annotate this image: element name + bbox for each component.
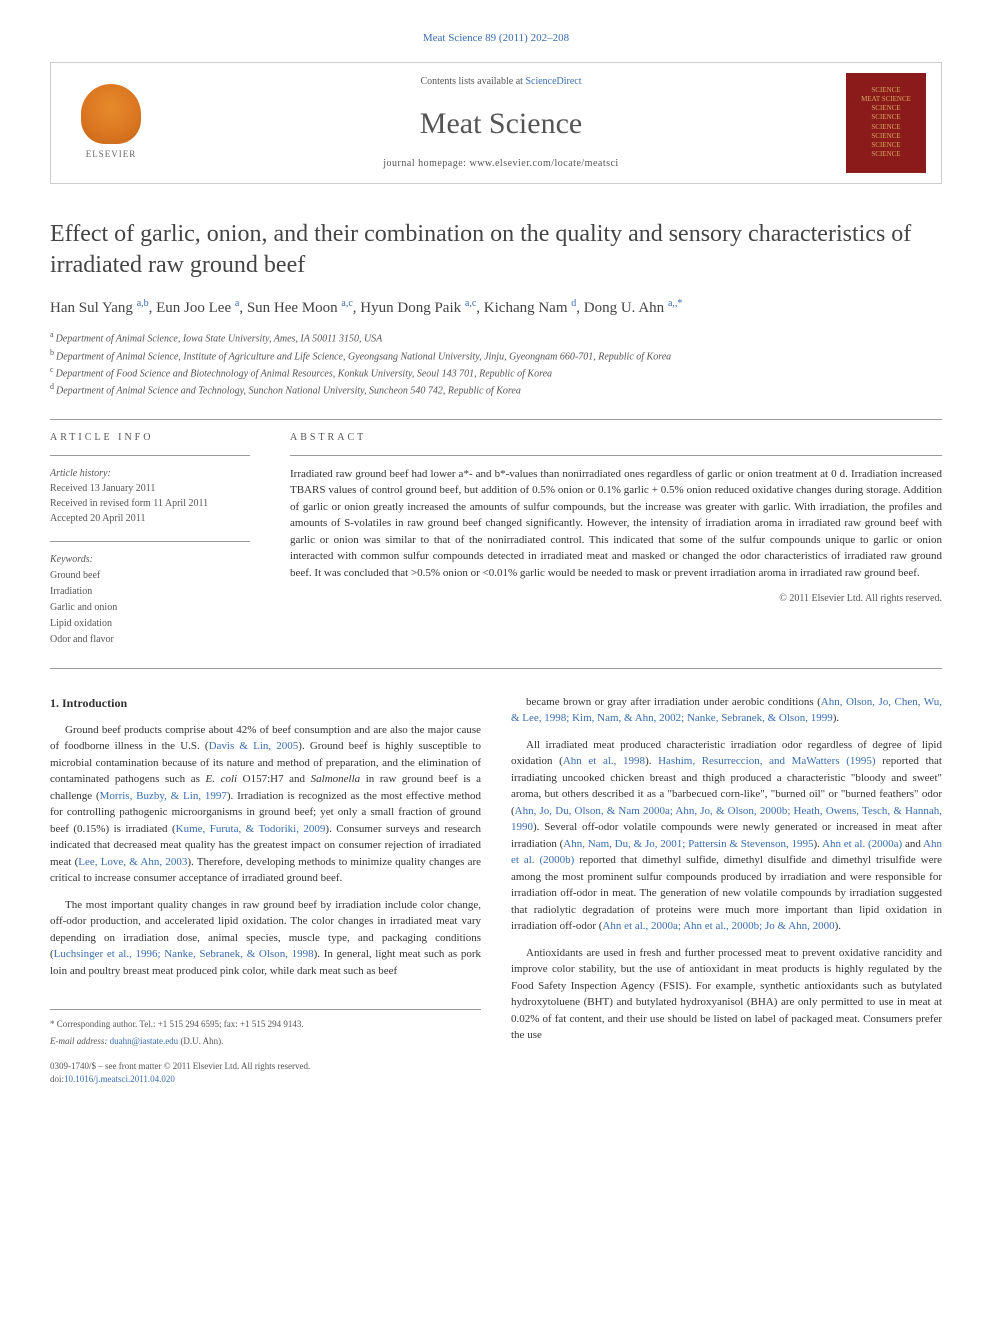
article-title: Effect of garlic, onion, and their combi…: [50, 219, 942, 281]
body-columns: 1. Introduction Ground beef products com…: [50, 694, 942, 1086]
received-date: Received 13 January 2011: [50, 481, 250, 496]
citation[interactable]: Lee, Love, & Ahn, 2003: [78, 856, 187, 868]
email-link[interactable]: duahn@iastate.edu: [110, 1036, 179, 1046]
corresponding-author: * Corresponding author. Tel.: +1 515 294…: [50, 1018, 481, 1032]
issn-line: 0309-1740/$ – see front matter © 2011 El…: [50, 1060, 481, 1073]
article-info: ARTICLE INFO Article history: Received 1…: [50, 430, 250, 648]
keywords-list: Ground beefIrradiationGarlic and onionLi…: [50, 568, 250, 648]
citation[interactable]: Davis & Lin, 2005: [209, 740, 299, 752]
abstract-block: ABSTRACT Irradiated raw ground beef had …: [290, 430, 942, 648]
article-info-label: ARTICLE INFO: [50, 430, 250, 445]
citation[interactable]: Morris, Buzby, & Lin, 1997: [100, 790, 227, 802]
keyword: Odor and flavor: [50, 632, 250, 648]
citation[interactable]: Kume, Furuta, & Todoriki, 2009: [176, 823, 326, 835]
citation[interactable]: Ahn et al. (2000a): [822, 838, 902, 850]
author: Eun Joo Lee a: [156, 300, 239, 316]
history-label: Article history:: [50, 466, 250, 481]
author: Dong U. Ahn a,,*: [584, 300, 683, 316]
contents-prefix: Contents lists available at: [420, 76, 525, 87]
keywords-label: Keywords:: [50, 552, 250, 568]
keyword: Ground beef: [50, 568, 250, 584]
doi-link[interactable]: 10.1016/j.meatsci.2011.04.020: [64, 1074, 175, 1084]
abstract-copyright: © 2011 Elsevier Ltd. All rights reserved…: [290, 591, 942, 606]
article-history: Article history: Received 13 January 201…: [50, 466, 250, 526]
homepage-prefix: journal homepage:: [383, 158, 469, 169]
citation[interactable]: Hashim, Resurreccion, and MaWatters (199…: [658, 755, 875, 767]
homepage-line: journal homepage: www.elsevier.com/locat…: [156, 156, 846, 171]
elsevier-text: ELSEVIER: [86, 148, 137, 162]
keyword: Lipid oxidation: [50, 616, 250, 632]
corresponding-email: E-mail address: duahn@iastate.edu (D.U. …: [50, 1035, 481, 1049]
corresponding-footer: * Corresponding author. Tel.: +1 515 294…: [50, 1009, 481, 1048]
elsevier-logo: ELSEVIER: [66, 73, 156, 173]
body-paragraph: The most important quality changes in ra…: [50, 897, 481, 980]
homepage-url[interactable]: www.elsevier.com/locate/meatsci: [469, 158, 618, 169]
body-paragraph: Antioxidants are used in fresh and furth…: [511, 945, 942, 1044]
body-paragraph: Ground beef products comprise about 42% …: [50, 722, 481, 887]
info-row: ARTICLE INFO Article history: Received 1…: [50, 430, 942, 648]
citation[interactable]: Ahn et al., 2000a; Ahn et al., 2000b; Jo…: [602, 920, 834, 932]
column-right: became brown or gray after irradiation u…: [511, 694, 942, 1086]
divider: [50, 668, 942, 669]
author: Han Sul Yang a,b: [50, 300, 149, 316]
column-left: 1. Introduction Ground beef products com…: [50, 694, 481, 1086]
revised-date: Received in revised form 11 April 2011: [50, 496, 250, 511]
author: Hyun Dong Paik a,c: [360, 300, 476, 316]
citation[interactable]: Ahn et al., 1998: [563, 755, 645, 767]
body-paragraph: All irradiated meat produced characteris…: [511, 737, 942, 935]
affiliation: a Department of Animal Science, Iowa Sta…: [50, 329, 942, 346]
author: Kichang Nam d: [484, 300, 576, 316]
elsevier-tree-icon: [81, 84, 141, 144]
divider: [50, 541, 250, 542]
sciencedirect-link[interactable]: ScienceDirect: [525, 76, 581, 87]
divider: [50, 419, 942, 420]
divider: [290, 455, 942, 456]
keyword: Irradiation: [50, 584, 250, 600]
intro-heading: 1. Introduction: [50, 694, 481, 712]
authors-line: Han Sul Yang a,b, Eun Joo Lee a, Sun Hee…: [50, 296, 942, 320]
affiliation: b Department of Animal Science, Institut…: [50, 347, 942, 364]
journal-citation[interactable]: Meat Science 89 (2011) 202–208: [50, 30, 942, 47]
header-center: Contents lists available at ScienceDirec…: [156, 74, 846, 171]
body-paragraph: became brown or gray after irradiation u…: [511, 694, 942, 727]
contents-line: Contents lists available at ScienceDirec…: [156, 74, 846, 89]
citation[interactable]: Ahn, Jo, Du, Olson, & Nam 2000a; Ahn, Jo…: [511, 805, 942, 834]
doi-prefix: doi:: [50, 1074, 64, 1084]
abstract-text: Irradiated raw ground beef had lower a*-…: [290, 466, 942, 582]
affiliation: c Department of Food Science and Biotech…: [50, 364, 942, 381]
citation[interactable]: Ahn, Olson, Jo, Chen, Wu, & Lee, 1998; K…: [511, 696, 942, 725]
divider: [50, 455, 250, 456]
keyword: Garlic and onion: [50, 600, 250, 616]
doi-line: doi:10.1016/j.meatsci.2011.04.020: [50, 1073, 481, 1086]
email-label: E-mail address:: [50, 1036, 110, 1046]
keywords: Keywords: Ground beefIrradiationGarlic a…: [50, 552, 250, 648]
journal-header: ELSEVIER Contents lists available at Sci…: [50, 62, 942, 184]
author: Sun Hee Moon a,c: [247, 300, 353, 316]
affiliations: a Department of Animal Science, Iowa Sta…: [50, 329, 942, 398]
email-suffix: (D.U. Ahn).: [178, 1036, 223, 1046]
citation[interactable]: Luchsinger et al., 1996; Nanke, Sebranek…: [54, 948, 314, 960]
accepted-date: Accepted 20 April 2011: [50, 511, 250, 526]
journal-cover-thumb: SCIENCEMEAT SCIENCESCIENCESCIENCESCIENCE…: [846, 73, 926, 173]
journal-name: Meat Science: [156, 101, 846, 146]
citation[interactable]: Ahn, Nam, Du, & Jo, 2001; Pattersin & St…: [563, 838, 813, 850]
affiliation: d Department of Animal Science and Techn…: [50, 381, 942, 398]
abstract-label: ABSTRACT: [290, 430, 942, 445]
bottom-meta: 0309-1740/$ – see front matter © 2011 El…: [50, 1060, 481, 1085]
